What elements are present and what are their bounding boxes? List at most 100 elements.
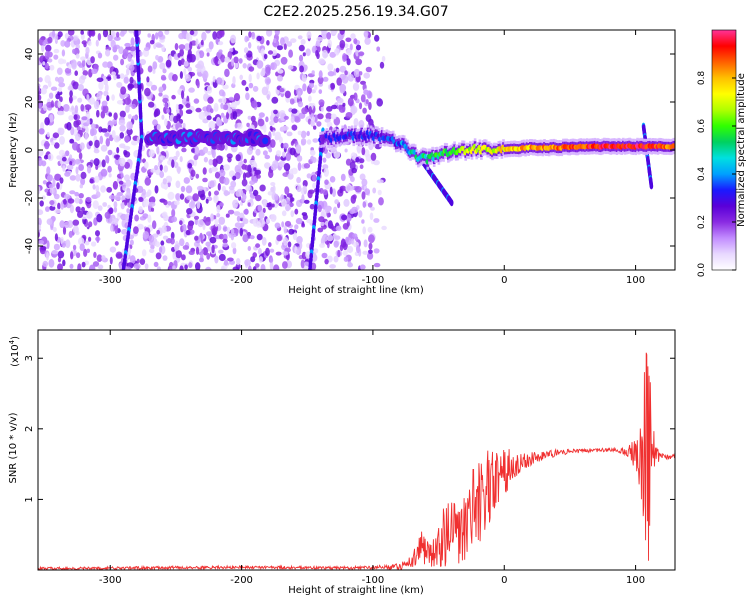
noise-point — [361, 191, 366, 200]
noise-point — [202, 118, 209, 124]
noise-point — [171, 216, 178, 223]
noise-point — [363, 89, 370, 95]
noise-point — [82, 88, 89, 97]
noise-point — [129, 76, 134, 84]
noise-point — [256, 35, 262, 42]
noise-point — [254, 263, 260, 268]
noise-point — [358, 210, 363, 218]
noise-point — [277, 45, 283, 51]
noise-point — [150, 196, 156, 203]
noise-point — [101, 255, 106, 261]
noise-point — [112, 118, 118, 125]
noise-point — [318, 99, 325, 106]
noise-point — [45, 44, 52, 52]
noise-point — [296, 155, 303, 162]
noise-point — [152, 220, 157, 230]
noise-point — [233, 56, 239, 64]
noise-point — [291, 124, 298, 131]
noise-point — [271, 203, 275, 208]
noise-point — [257, 248, 262, 255]
noise-point — [303, 261, 310, 266]
noise-point — [271, 96, 279, 104]
noise-point — [184, 264, 188, 270]
noise-point — [38, 85, 41, 92]
noise-point — [286, 41, 293, 47]
noise-point — [47, 155, 52, 160]
noise-point — [52, 227, 57, 232]
noise-point — [249, 235, 255, 240]
noise-point — [87, 40, 92, 47]
noise-point — [159, 155, 166, 161]
noise-point — [353, 118, 359, 127]
noise-point — [314, 114, 318, 124]
noise-point — [188, 250, 195, 255]
noise-point — [100, 185, 106, 193]
noise-point — [195, 262, 201, 270]
noise-point — [250, 256, 256, 263]
noise-point — [158, 246, 163, 253]
noise-point — [102, 61, 109, 68]
noise-point — [181, 254, 186, 261]
noise-point — [321, 252, 328, 259]
noise-point — [353, 38, 358, 45]
noise-point — [281, 210, 287, 217]
noise-point — [322, 157, 327, 163]
noise-point — [188, 262, 193, 269]
noise-point — [359, 144, 363, 149]
noise-point — [234, 172, 241, 180]
noise-point — [306, 130, 310, 137]
noise-point — [144, 177, 151, 186]
streak-point — [308, 266, 312, 270]
noise-point — [359, 164, 364, 169]
noise-point — [272, 185, 276, 193]
noise-point — [256, 60, 264, 69]
noise-point — [70, 126, 75, 136]
noise-point — [269, 120, 275, 126]
noise-point — [256, 233, 263, 241]
noise-point — [242, 234, 249, 243]
noise-point — [205, 241, 211, 247]
noise-point — [342, 102, 346, 107]
noise-point — [100, 144, 108, 152]
noise-point — [322, 49, 328, 59]
colorbar-swatch — [711, 29, 737, 271]
noise-point — [354, 186, 362, 193]
noise-point — [340, 173, 346, 182]
noise-point — [101, 159, 106, 168]
noise-point — [157, 30, 164, 38]
noise-point — [199, 257, 204, 263]
noise-point — [269, 261, 274, 270]
noise-point — [86, 248, 91, 253]
noise-point — [309, 203, 315, 210]
noise-point — [57, 202, 61, 210]
noise-point — [153, 261, 159, 268]
noise-point — [244, 259, 252, 266]
noise-point — [218, 49, 223, 54]
noise-point — [152, 61, 158, 70]
noise-point — [311, 116, 316, 122]
noise-point — [215, 155, 223, 164]
noise-scatter — [38, 30, 387, 270]
noise-point — [281, 198, 287, 208]
noise-point — [368, 118, 374, 127]
noise-point — [324, 206, 331, 214]
noise-point — [96, 213, 103, 223]
noise-point — [246, 147, 253, 155]
noise-point — [197, 219, 205, 228]
noise-point — [90, 241, 97, 247]
noise-point — [64, 40, 71, 48]
noise-point — [289, 168, 294, 175]
noise-point — [306, 173, 312, 179]
noise-point — [48, 184, 54, 189]
noise-point — [334, 235, 341, 240]
noise-point — [58, 181, 63, 190]
noise-point — [113, 36, 121, 41]
noise-point — [173, 115, 179, 124]
noise-point — [118, 180, 124, 185]
noise-point — [144, 263, 149, 270]
noise-point — [120, 86, 127, 95]
noise-point — [282, 125, 289, 131]
noise-point — [306, 219, 313, 224]
noise-point — [147, 214, 152, 223]
